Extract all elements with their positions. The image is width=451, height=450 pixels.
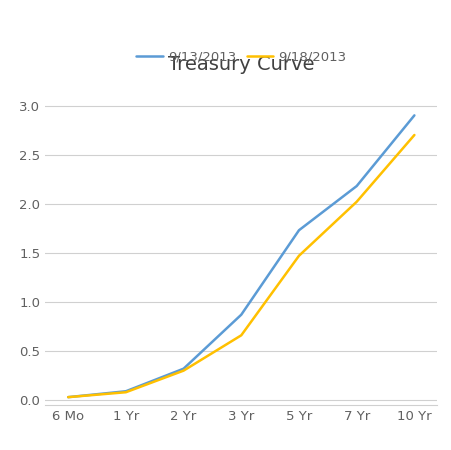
9/13/2013: [296, 228, 302, 233]
9/18/2013: [181, 368, 186, 373]
Line: 9/13/2013: 9/13/2013: [68, 115, 414, 397]
9/13/2013: [123, 388, 129, 394]
9/13/2013: [181, 366, 186, 371]
Legend: 9/13/2013, 9/18/2013: 9/13/2013, 9/18/2013: [131, 45, 352, 69]
9/18/2013: [354, 199, 359, 204]
9/13/2013: [239, 312, 244, 317]
9/18/2013: [296, 253, 302, 258]
9/13/2013: [65, 395, 71, 400]
9/13/2013: [412, 112, 417, 118]
9/13/2013: [354, 183, 359, 189]
9/18/2013: [65, 395, 71, 400]
9/18/2013: [412, 132, 417, 138]
Line: 9/18/2013: 9/18/2013: [68, 135, 414, 397]
Title: Treasury Curve: Treasury Curve: [168, 55, 314, 74]
9/18/2013: [239, 333, 244, 338]
9/18/2013: [123, 390, 129, 395]
